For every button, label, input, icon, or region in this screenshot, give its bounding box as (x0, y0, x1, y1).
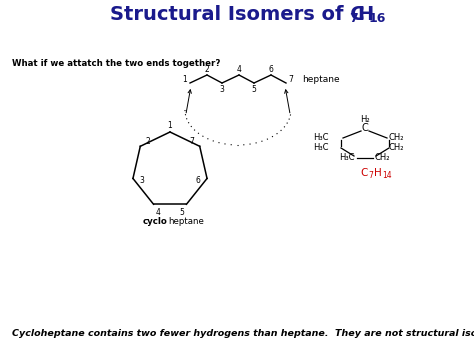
Text: heptane: heptane (302, 76, 340, 84)
Text: Cycloheptane contains two fewer hydrogens than heptane.  They are not structural: Cycloheptane contains two fewer hydrogen… (12, 328, 474, 338)
Text: H: H (357, 5, 373, 24)
Text: C: C (362, 123, 368, 133)
Text: 2: 2 (205, 65, 210, 73)
Text: heptane: heptane (168, 218, 204, 226)
Text: CH₂: CH₂ (389, 143, 404, 153)
Text: 16: 16 (369, 12, 386, 26)
Text: cyclo: cyclo (143, 218, 168, 226)
Text: 1: 1 (182, 75, 187, 83)
Text: 7: 7 (368, 171, 373, 180)
Text: CH₂: CH₂ (389, 133, 404, 142)
Text: 7: 7 (189, 137, 194, 146)
Text: C: C (360, 168, 367, 178)
Text: H₃C: H₃C (313, 143, 329, 153)
Text: 6: 6 (196, 176, 201, 185)
Text: 14: 14 (382, 171, 392, 180)
Text: 3: 3 (219, 84, 224, 93)
Text: 4: 4 (237, 65, 241, 73)
Text: 5: 5 (179, 208, 184, 217)
Text: 3: 3 (139, 176, 145, 185)
Text: 4: 4 (156, 208, 161, 217)
Text: Structural Isomers of C: Structural Isomers of C (109, 5, 365, 24)
Text: 5: 5 (252, 84, 256, 93)
Text: H₂: H₂ (360, 115, 370, 124)
Text: What if we attatch the two ends together?: What if we attatch the two ends together… (12, 59, 220, 67)
Text: H₃C: H₃C (339, 153, 355, 163)
Text: 7: 7 (349, 12, 358, 26)
Text: 6: 6 (269, 65, 273, 73)
Text: H: H (374, 168, 382, 178)
Text: H₃C: H₃C (313, 133, 329, 142)
Text: 2: 2 (146, 137, 151, 146)
Text: CH₂: CH₂ (375, 153, 391, 163)
Text: 1: 1 (168, 120, 173, 130)
Text: 7: 7 (289, 75, 293, 83)
